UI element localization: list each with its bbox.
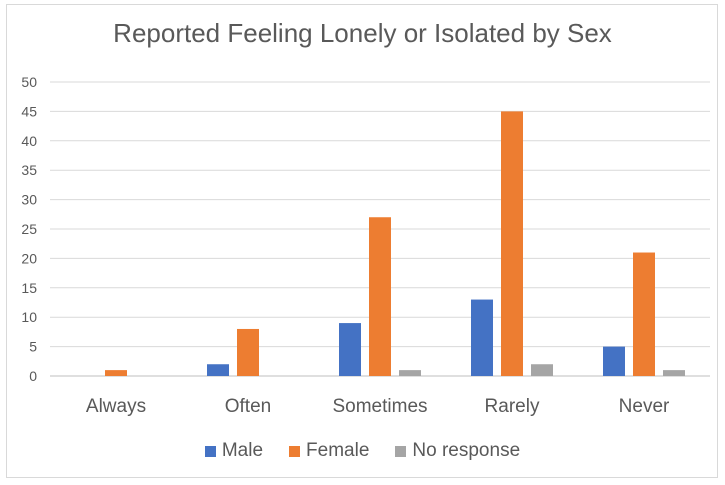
legend-swatch-male [204, 445, 216, 457]
legend-label-no-response: No response [412, 440, 521, 461]
y-tick-label: 40 [21, 133, 37, 149]
x-tick-label: Rarely [485, 396, 540, 417]
x-tick-label: Always [86, 396, 146, 417]
y-tick-label: 5 [29, 339, 37, 355]
legend-swatch-no-response [395, 445, 407, 457]
y-tick-label: 25 [21, 221, 37, 237]
x-tick-label: Often [225, 396, 271, 417]
y-tick-label: 10 [21, 309, 37, 325]
legend-label-male: Male [221, 440, 264, 461]
x-tick-label: Never [619, 396, 670, 417]
bar [633, 252, 655, 376]
bar [531, 364, 553, 376]
bar [471, 299, 493, 376]
y-tick-label: 15 [21, 280, 37, 296]
legend-item-male: Male [204, 440, 264, 462]
bar [501, 111, 523, 377]
bar [369, 217, 391, 376]
y-tick-label: 30 [21, 192, 37, 208]
bar [207, 364, 229, 376]
y-tick-label: 20 [21, 250, 37, 266]
bar [399, 370, 421, 376]
bar [237, 328, 259, 376]
bar [603, 346, 625, 376]
y-tick-label: 0 [29, 368, 37, 384]
bar [663, 370, 685, 376]
y-tick-label: 45 [21, 103, 37, 119]
legend-item-female: Female [289, 440, 369, 462]
x-tick-label: Sometimes [332, 396, 427, 417]
chart-legend: Male Female No response [0, 440, 725, 462]
legend-item-no-response: No response [395, 440, 520, 462]
chart-title: Reported Feeling Lonely or Isolated by S… [113, 18, 612, 48]
bar [339, 323, 361, 376]
y-tick-label: 35 [21, 162, 37, 178]
legend-label-female: Female [306, 440, 370, 461]
chart-frame [6, 4, 718, 478]
legend-swatch-female [289, 445, 301, 457]
y-tick-label: 50 [21, 74, 37, 90]
bar [105, 370, 127, 376]
